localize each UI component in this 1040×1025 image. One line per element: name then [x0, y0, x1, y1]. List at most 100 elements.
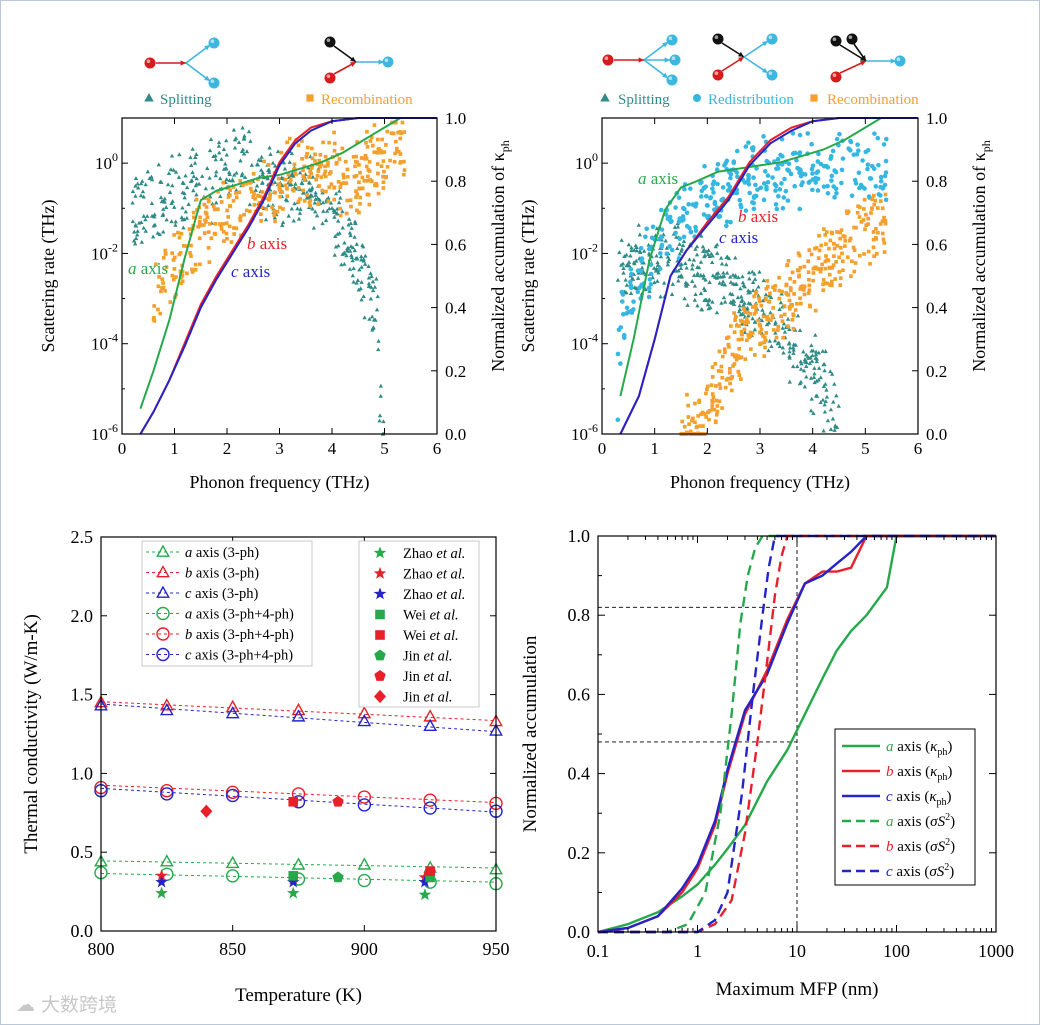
scatter-point	[189, 163, 194, 168]
process-arrowhead	[378, 59, 384, 65]
y2-tick-label: 0.0	[926, 425, 947, 444]
scatter-point	[756, 284, 761, 289]
scatter-point	[282, 166, 288, 171]
scatter-point	[728, 175, 733, 181]
scatter-point	[635, 289, 641, 295]
scatter-point	[350, 245, 356, 250]
scatter-point	[757, 299, 762, 304]
legend-subscript: ph	[937, 772, 947, 783]
axis-suffix: axis (3-ph+4-ph)	[192, 627, 294, 643]
scatter-point	[874, 252, 879, 256]
scatter-point	[834, 190, 839, 196]
scatter-point	[180, 279, 185, 284]
scatter-point	[296, 199, 301, 204]
scatter-point	[189, 254, 193, 258]
scatter-point	[316, 202, 321, 207]
scatter-point	[728, 219, 733, 225]
scatter-point	[866, 216, 871, 221]
scatter-point	[354, 241, 359, 246]
scatter-point	[194, 176, 199, 181]
scatter-point	[873, 235, 878, 240]
scatter-point	[721, 270, 726, 275]
scatter-point	[701, 424, 705, 428]
scatter-point	[156, 307, 160, 312]
scatter-point	[298, 206, 303, 211]
scatter-point	[133, 236, 139, 241]
scatter-point	[237, 190, 242, 195]
legend-axis-letter: c	[886, 789, 893, 805]
scatter-point	[272, 215, 277, 220]
scatter-point	[692, 283, 698, 288]
scatter-point	[161, 198, 167, 203]
scatter-point	[648, 281, 654, 287]
legend-text: axis (	[893, 864, 930, 880]
incoming-phonon	[712, 33, 724, 45]
ball-highlight	[714, 71, 719, 75]
scatter-point	[301, 188, 305, 193]
experimental-point	[288, 796, 299, 807]
scatter-point	[700, 410, 705, 415]
x-tick-label: 3	[275, 439, 284, 458]
ball-highlight	[384, 58, 389, 62]
scatter-point	[724, 158, 730, 164]
scatter-point	[881, 237, 886, 242]
scatter-point	[777, 288, 782, 293]
scatter-point	[334, 161, 339, 166]
data-point	[423, 718, 438, 732]
legend-author: Wei	[403, 608, 430, 624]
scatter-point	[340, 225, 345, 230]
scatter-point	[691, 416, 695, 421]
scatter-point	[308, 198, 313, 203]
scatter-point	[310, 156, 315, 161]
scatter-point	[801, 349, 806, 354]
process-arrowhead	[180, 60, 186, 66]
scatter-point	[848, 139, 854, 145]
scatter-point	[320, 190, 325, 195]
scatter-point	[290, 187, 295, 192]
scatter-point	[221, 147, 227, 151]
scatter-point	[732, 330, 737, 335]
scatter-point	[628, 279, 633, 285]
scatter-point	[787, 353, 792, 358]
scatter-point	[732, 311, 737, 315]
scatter-point	[244, 149, 250, 154]
scatter-point	[776, 193, 781, 199]
scatter-point	[354, 195, 358, 200]
scatter-point	[226, 215, 231, 219]
scatter-point	[784, 283, 789, 288]
incoming-phonon	[712, 69, 724, 81]
scatter-point	[370, 143, 375, 148]
annotation-c-axis: c axis	[719, 228, 758, 247]
scatter-point	[736, 275, 741, 280]
scatter-point	[832, 168, 837, 173]
scatter-point	[700, 248, 706, 253]
scatter-point	[699, 307, 705, 312]
scatter-point	[882, 250, 887, 254]
scatter-point	[757, 330, 762, 335]
experimental-point	[155, 886, 168, 899]
scatter-point	[170, 199, 175, 203]
scatter-point	[357, 267, 362, 272]
scatter-point	[358, 286, 363, 291]
y2-tick-label: 0.2	[926, 362, 947, 381]
scatter-point	[761, 334, 765, 338]
scatter-point	[381, 419, 386, 424]
scatter-point	[809, 343, 814, 348]
scatter-point	[252, 202, 257, 207]
data-point	[423, 793, 437, 807]
scatter-point	[847, 148, 853, 153]
scatter-point	[190, 170, 195, 175]
scatter-point	[275, 149, 281, 154]
legend-etal: et al.	[436, 546, 465, 562]
scatter-point	[317, 197, 322, 202]
scatter-point	[853, 181, 859, 186]
scatter-point	[750, 269, 755, 274]
scatter-point	[292, 201, 297, 206]
scatter-point	[370, 327, 375, 332]
scatter-point	[383, 175, 388, 180]
scatter-point	[264, 206, 269, 211]
legend-label-redistribution: Redistribution	[708, 92, 794, 108]
scatter-point	[710, 299, 715, 304]
legend-text: axis (	[893, 789, 930, 805]
legend-text: )	[949, 864, 954, 880]
